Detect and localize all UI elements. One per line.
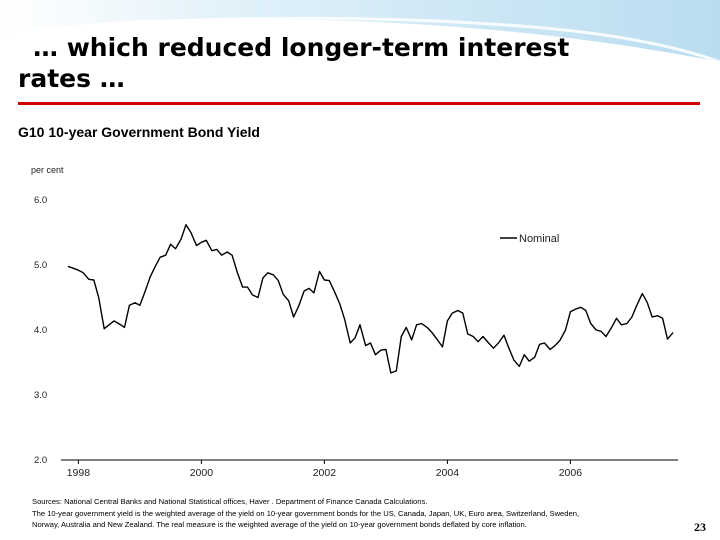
sources-line-3: Norway, Australia and New Zealand. The r…: [32, 520, 527, 529]
sources-footnote: Sources: National Central Banks and Nati…: [32, 496, 692, 531]
y-tick-label: 3.0: [34, 390, 47, 401]
y-tick-label: 4.0: [34, 325, 47, 336]
x-tick-label: 2006: [559, 467, 583, 479]
legend-label: Nominal: [519, 233, 559, 245]
header-swoosh: [0, 0, 720, 64]
sources-line-2: The 10-year government yield is the weig…: [32, 508, 580, 518]
y-tick-label: 5.0: [34, 260, 47, 271]
series-line-nominal: [67, 223, 674, 374]
x-tick-label: 2002: [313, 467, 337, 479]
y-tick-label: 6.0: [34, 195, 47, 206]
slide-title-line-1: … which reduced longer-term interest: [33, 33, 570, 62]
slide-title: … which reduced longer-term interest rat…: [18, 32, 698, 94]
y-tick-label: 2.0: [34, 455, 47, 466]
sources-line-1: Sources: National Central Banks and Nati…: [32, 497, 428, 506]
page-number: 23: [694, 520, 706, 534]
x-tick-label: 2000: [190, 467, 214, 479]
x-tick-label: 1998: [67, 467, 91, 479]
title-divider: [18, 102, 700, 105]
x-tick-label: 2004: [436, 467, 460, 479]
y-axis-label: per cent: [31, 165, 64, 175]
slide-title-line-2: rates …: [18, 64, 125, 93]
chart-title: G10 10-year Government Bond Yield: [18, 124, 260, 140]
